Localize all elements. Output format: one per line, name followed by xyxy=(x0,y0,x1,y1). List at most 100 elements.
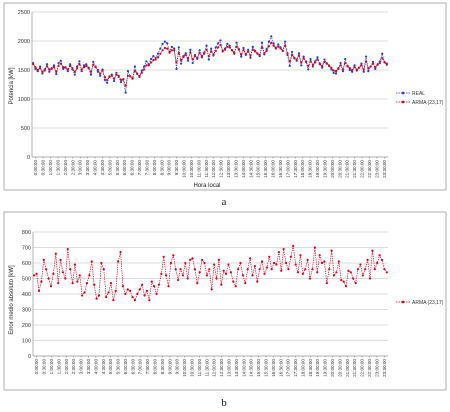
data-point xyxy=(359,263,362,266)
data-point xyxy=(270,35,273,38)
data-point xyxy=(126,74,130,77)
y-tick-label: 400 xyxy=(22,292,31,298)
y-tick-label: 500 xyxy=(21,126,30,132)
data-point xyxy=(166,42,169,45)
data-point xyxy=(373,268,376,271)
data-point xyxy=(330,68,333,71)
data-point xyxy=(152,54,155,58)
data-point xyxy=(103,78,106,81)
y-tick-label: 0 xyxy=(28,354,31,360)
x-tick-label: 19:00:00 xyxy=(315,160,320,178)
data-point xyxy=(242,46,245,50)
data-point xyxy=(109,282,113,285)
x-tick-label: 17:00:00 xyxy=(285,160,290,178)
data-point xyxy=(55,70,58,73)
data-point xyxy=(160,272,163,275)
data-point xyxy=(107,291,110,294)
data-point xyxy=(277,43,280,46)
data-point xyxy=(173,49,176,52)
data-point xyxy=(376,261,379,265)
data-point xyxy=(85,64,88,68)
data-point xyxy=(227,263,230,266)
data-point xyxy=(143,68,146,71)
data-point xyxy=(364,268,367,271)
data-point xyxy=(246,268,249,271)
x-tick-label: 1:30:00 xyxy=(56,359,61,375)
data-point xyxy=(110,74,113,77)
y-tick-label: 500 xyxy=(22,277,31,283)
x-tick-label: 8:00:00 xyxy=(152,160,157,176)
chart-b-legend: ARMA (23,17) xyxy=(396,300,444,306)
x-tick-label: 18:30:00 xyxy=(308,160,313,178)
data-point xyxy=(306,258,309,261)
data-point xyxy=(191,57,194,61)
data-point xyxy=(92,60,95,63)
data-point xyxy=(356,268,360,271)
data-point xyxy=(376,63,379,66)
legend-real-label: REAL xyxy=(412,91,425,97)
data-point xyxy=(355,68,358,71)
data-point xyxy=(301,272,304,275)
data-point xyxy=(362,68,365,71)
x-tick-label: 16:00:00 xyxy=(271,160,276,178)
data-point xyxy=(277,251,280,254)
y-tick-label: 600 xyxy=(22,261,31,267)
data-point xyxy=(256,280,259,283)
legend-arma-a-label: ARMA (23,17) xyxy=(412,100,444,106)
data-point xyxy=(272,261,276,265)
data-point xyxy=(119,81,123,84)
data-point xyxy=(49,285,53,288)
data-point xyxy=(191,61,194,65)
data-point xyxy=(66,247,69,251)
chart-a-gridlines xyxy=(31,11,388,158)
data-point xyxy=(149,61,153,64)
x-tick-label: 7:30:00 xyxy=(144,160,149,176)
data-point xyxy=(268,255,271,258)
data-point xyxy=(341,68,345,71)
data-point xyxy=(175,67,178,70)
data-point xyxy=(143,65,146,68)
data-point xyxy=(334,70,338,73)
x-tick-label: 17:30:00 xyxy=(293,359,298,377)
data-point xyxy=(385,271,388,274)
data-point xyxy=(122,78,125,81)
data-point xyxy=(147,64,150,67)
chart-a: 0 500 1000 1500 2000 2500 0:00:00 0:30:00 1:00:… xyxy=(3,2,447,191)
data-point xyxy=(156,52,160,55)
data-point xyxy=(267,40,271,43)
data-point xyxy=(339,61,342,65)
data-point xyxy=(302,57,305,60)
chart-b-gridlines xyxy=(32,231,388,357)
data-point xyxy=(385,62,388,65)
y-tick-label: 2000 xyxy=(18,39,30,45)
x-tick-label: 12:00:00 xyxy=(212,359,217,377)
data-point xyxy=(61,271,65,274)
data-point xyxy=(374,66,377,69)
chart-b-frame xyxy=(3,211,447,391)
x-tick-label: 21:30:00 xyxy=(352,359,357,377)
data-point xyxy=(332,69,335,72)
data-point xyxy=(318,62,321,65)
data-point xyxy=(360,62,363,65)
data-point xyxy=(82,66,86,69)
data-point xyxy=(145,289,149,292)
data-point xyxy=(129,289,132,292)
x-tick-label: 16:00:00 xyxy=(271,359,276,377)
data-point xyxy=(248,257,252,260)
chart-a-y-axis-title: Potencia [kW] xyxy=(9,67,15,104)
data-point xyxy=(216,42,220,45)
x-tick-label: 10:30:00 xyxy=(190,359,195,377)
data-point xyxy=(251,45,254,48)
data-point xyxy=(240,55,243,58)
data-point xyxy=(362,70,365,73)
data-point xyxy=(168,51,171,54)
data-point xyxy=(219,39,222,42)
x-tick-label: 3:30:00 xyxy=(86,359,91,375)
data-point xyxy=(161,49,164,52)
data-point xyxy=(205,48,208,51)
data-point xyxy=(364,55,368,58)
data-point xyxy=(141,283,144,286)
x-tick-label: 22:00:00 xyxy=(360,359,365,377)
data-point xyxy=(351,70,354,73)
data-point xyxy=(119,251,122,254)
